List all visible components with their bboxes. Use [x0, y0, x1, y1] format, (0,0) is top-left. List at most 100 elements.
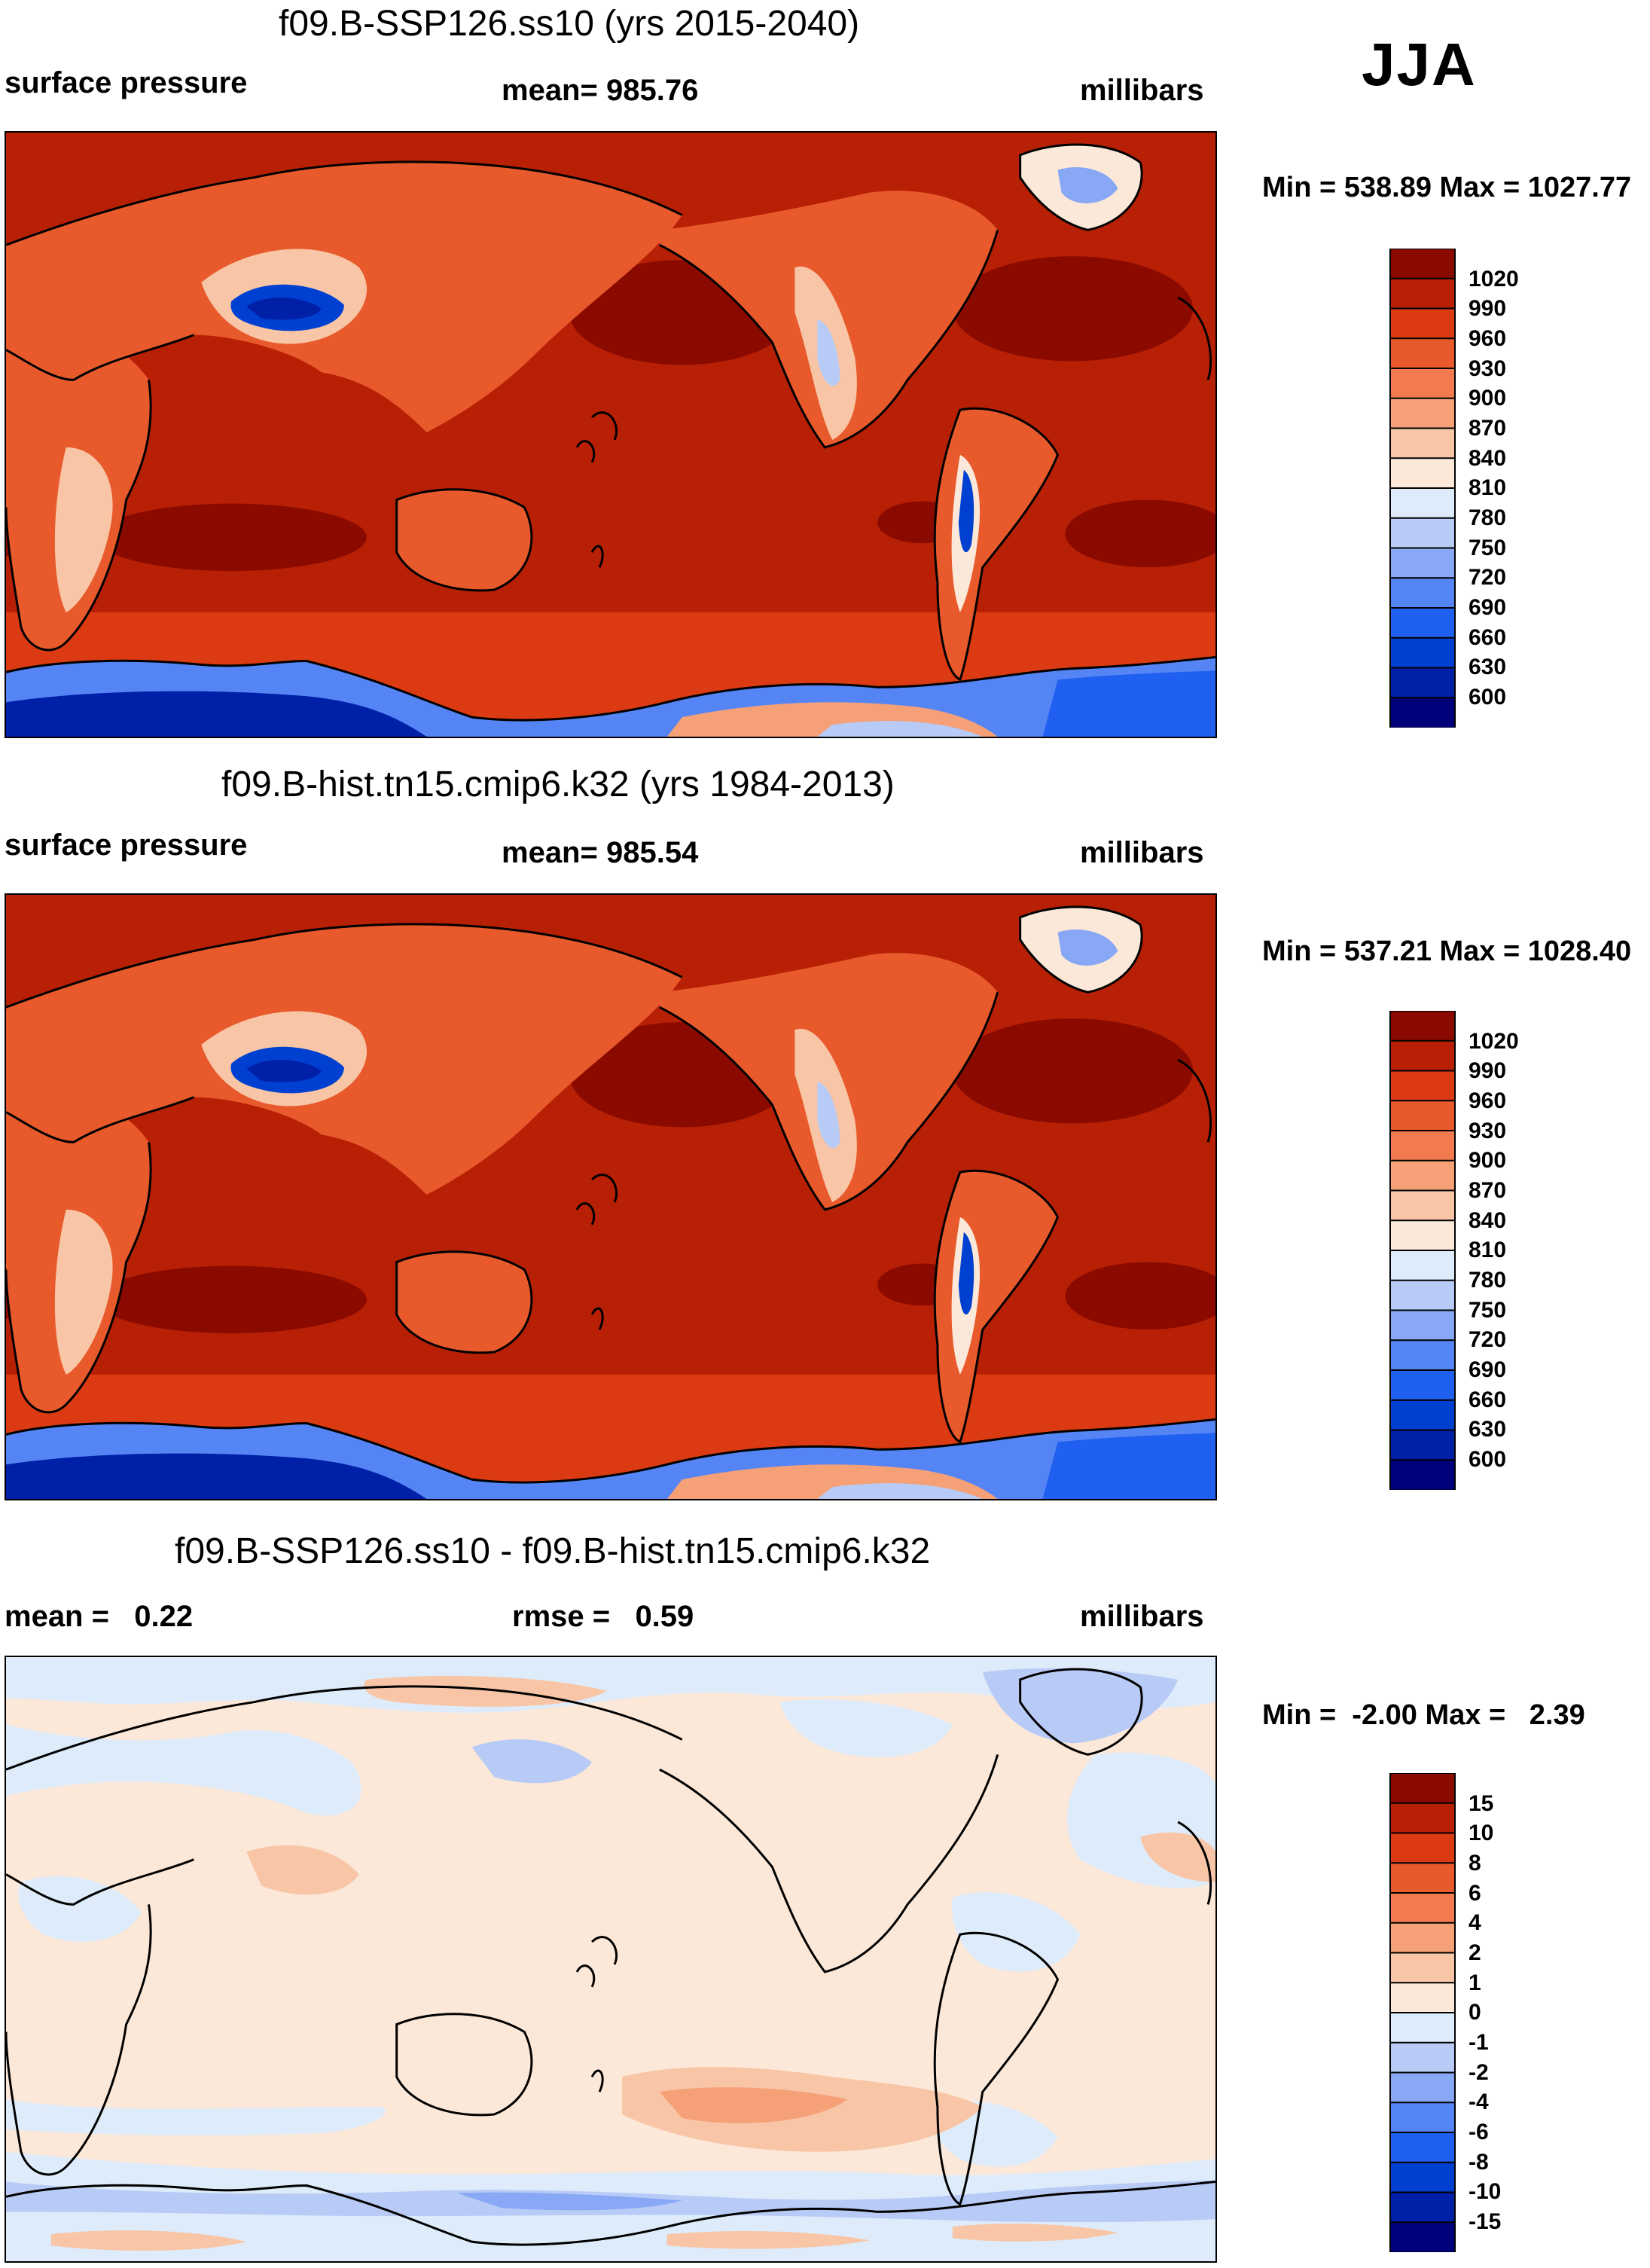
colorbar-swatch	[1389, 667, 1456, 699]
panel-3-colorbar-tick: -4	[1469, 2089, 1489, 2114]
colorbar-swatch	[1389, 1429, 1456, 1461]
panel-2-map-field	[6, 895, 1215, 1499]
colorbar-swatch	[1389, 1250, 1456, 1282]
panel-3-rmse-label: rmse = 0.59	[512, 1600, 694, 1633]
panel-3-colorbar-tick: 0	[1469, 2000, 1481, 2025]
panel-2-colorbar-tick: 990	[1469, 1058, 1507, 1083]
panel-2-units-label: millibars	[1080, 836, 1204, 869]
colorbar-swatch	[1389, 397, 1456, 429]
colorbar-swatch	[1389, 1952, 1456, 1984]
colorbar-swatch	[1389, 1130, 1456, 1162]
panel-1-colorbar-tick: 750	[1469, 536, 1507, 560]
colorbar-swatch	[1389, 1309, 1456, 1342]
panel-1-colorbar	[1389, 249, 1456, 728]
colorbar-swatch	[1389, 697, 1456, 728]
panel-3-colorbar	[1389, 1773, 1456, 2252]
panel-2-colorbar-tick: 660	[1469, 1387, 1507, 1412]
panel-2-mean-label: mean= 985.54	[502, 836, 699, 869]
panel-2-colorbar-tick: 720	[1469, 1327, 1507, 1352]
panel-1-colorbar-tick: 690	[1469, 595, 1507, 620]
colorbar-swatch	[1389, 1100, 1456, 1132]
colorbar-swatch	[1389, 1189, 1456, 1222]
panel-2-colorbar-tick: 960	[1469, 1088, 1507, 1113]
panel-3-colorbar-tick: -10	[1469, 2179, 1502, 2204]
panel-2-colorbar-labels: 1020 990 960 930 900 870 840 810 780 750…	[1469, 1011, 1559, 1490]
panel-3-map-field	[6, 1657, 1215, 2261]
colorbar-swatch	[1389, 1279, 1456, 1311]
colorbar-swatch	[1389, 2071, 1456, 2104]
panel-3-colorbar-tick: 2	[1469, 1940, 1481, 1965]
colorbar-swatch	[1389, 1369, 1456, 1402]
panel-3-mean-label: mean = 0.22	[5, 1600, 194, 1633]
colorbar-swatch	[1389, 2161, 1456, 2193]
panel-1-colorbar-tick: 660	[1469, 625, 1507, 650]
panel-3-colorbar-tick: -8	[1469, 2150, 1489, 2175]
panel-3-colorbar-tick: 1	[1469, 1970, 1481, 1995]
colorbar-swatch	[1389, 487, 1456, 520]
colorbar-swatch	[1389, 577, 1456, 609]
panel-3-colorbar-tick: -2	[1469, 2060, 1489, 2085]
panel-2-title: f09.B-hist.tn15.cmip6.k32 (yrs 1984-2013…	[221, 765, 895, 804]
panel-1-colorbar-labels: 1020 990 960 930 900 870 840 810 780 750…	[1469, 249, 1559, 728]
colorbar-swatch	[1389, 1339, 1456, 1372]
colorbar-swatch	[1389, 337, 1456, 370]
panel-1-units-label: millibars	[1080, 74, 1204, 107]
panel-1-map	[5, 131, 1217, 738]
panel-1-colorbar-tick: 930	[1469, 356, 1507, 381]
panel-2-colorbar-tick: 930	[1469, 1119, 1507, 1143]
colorbar-swatch	[1389, 1039, 1456, 1072]
colorbar-swatch	[1389, 1219, 1456, 1252]
panel-3-colorbar-labels: 15 10 8 6 4 2 1 0 -1 -2 -4 -6 -8 -10 -15	[1469, 1773, 1559, 2252]
panel-3-colorbar-tick: 10	[1469, 1821, 1494, 1845]
panel-1-title: f09.B-SSP126.ss10 (yrs 2015-2040)	[279, 4, 860, 44]
panel-1-variable-label: surface pressure	[5, 66, 248, 99]
panel-2-map	[5, 893, 1217, 1500]
panel-1-colorbar-tick: 960	[1469, 326, 1507, 351]
colorbar-swatch	[1389, 607, 1456, 639]
panel-3-colorbar-tick: -1	[1469, 2030, 1489, 2055]
colorbar-swatch	[1389, 517, 1456, 549]
colorbar-swatch	[1389, 1159, 1456, 1192]
panel-1-colorbar-tick: 810	[1469, 475, 1507, 500]
panel-1-colorbar-tick: 990	[1469, 296, 1507, 321]
colorbar-swatch	[1389, 2102, 1456, 2134]
colorbar-swatch	[1389, 249, 1456, 280]
panel-3-colorbar-tick: 15	[1469, 1791, 1494, 1816]
panel-1-minmax: Min = 538.89 Max = 1027.77	[1262, 172, 1632, 203]
panel-1-colorbar-tick: 900	[1469, 386, 1507, 411]
colorbar-swatch	[1389, 2041, 1456, 2074]
panel-1-mean-label: mean= 985.76	[502, 74, 699, 107]
colorbar-swatch	[1389, 277, 1456, 310]
colorbar-swatch	[1389, 2012, 1456, 2044]
colorbar-swatch	[1389, 2221, 1456, 2252]
panel-1-colorbar-tick: 870	[1469, 416, 1507, 441]
colorbar-swatch	[1389, 1802, 1456, 1834]
colorbar-swatch	[1389, 1459, 1456, 1490]
panel-1-colorbar-tick: 840	[1469, 446, 1507, 471]
colorbar-swatch	[1389, 1773, 1456, 1805]
panel-2-colorbar-tick: 1020	[1469, 1029, 1519, 1054]
colorbar-swatch	[1389, 427, 1456, 459]
colorbar-swatch	[1389, 1070, 1456, 1102]
panel-1-colorbar-tick: 720	[1469, 565, 1507, 590]
panel-2-colorbar	[1389, 1011, 1456, 1490]
colorbar-swatch	[1389, 547, 1456, 579]
panel-3-colorbar-tick: 8	[1469, 1851, 1481, 1876]
panel-2-colorbar-tick: 690	[1469, 1357, 1507, 1382]
panel-2-colorbar-tick: 600	[1469, 1447, 1507, 1472]
colorbar-swatch	[1389, 2191, 1456, 2224]
panel-3-colorbar-tick: -6	[1469, 2120, 1489, 2144]
colorbar-swatch	[1389, 2132, 1456, 2164]
panel-3-colorbar-tick: 6	[1469, 1881, 1481, 1906]
colorbar-swatch	[1389, 1011, 1456, 1042]
season-label: JJA	[1362, 31, 1477, 98]
panel-3-title: f09.B-SSP126.ss10 - f09.B-hist.tn15.cmip…	[175, 1531, 931, 1571]
panel-3-units-label: millibars	[1080, 1600, 1204, 1633]
panel-2-colorbar-tick: 810	[1469, 1238, 1507, 1262]
colorbar-swatch	[1389, 636, 1456, 669]
panel-2-colorbar-tick: 900	[1469, 1148, 1507, 1173]
panel-2-variable-label: surface pressure	[5, 829, 248, 862]
panel-2-minmax: Min = 537.21 Max = 1028.40	[1262, 936, 1632, 967]
colorbar-swatch	[1389, 1922, 1456, 1954]
colorbar-swatch	[1389, 1892, 1456, 1925]
